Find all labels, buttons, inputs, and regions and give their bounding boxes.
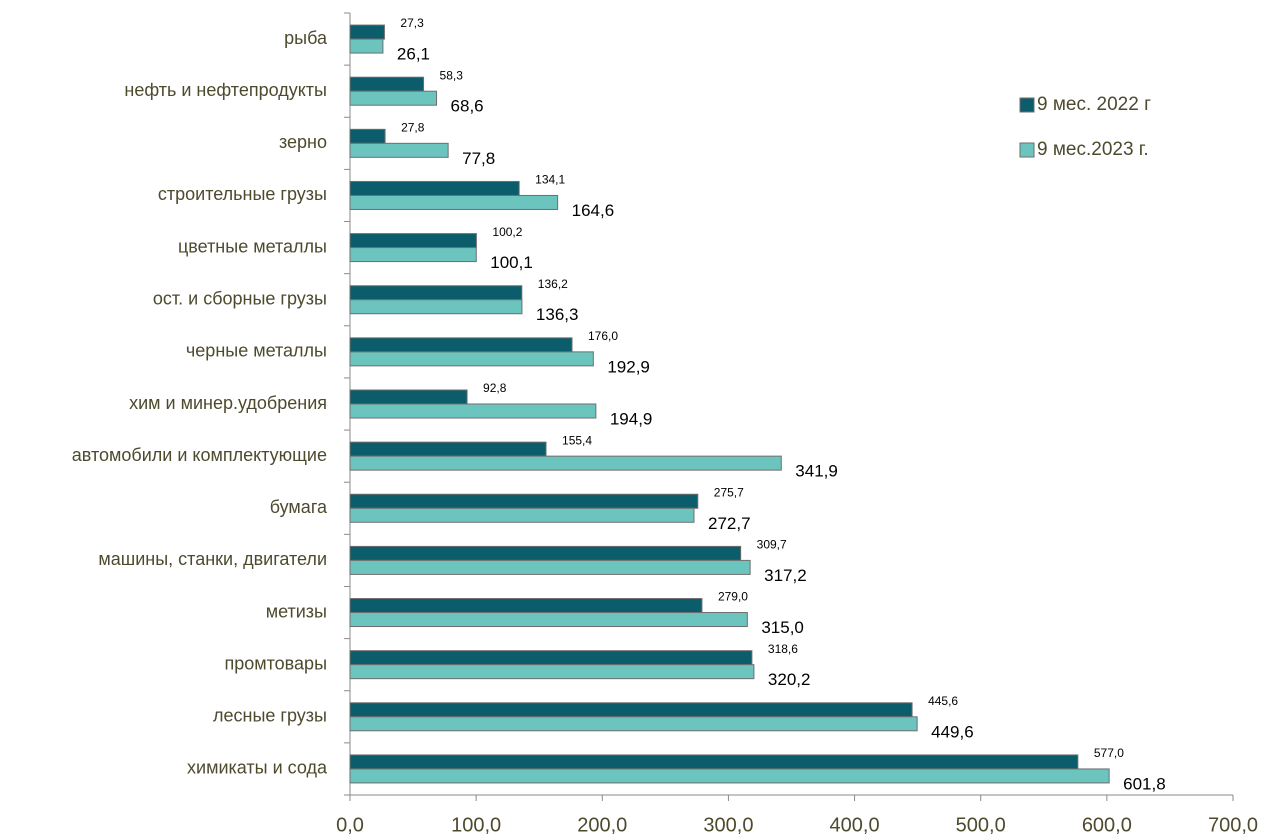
bar: [349, 441, 547, 457]
y-tick-label: ост. и сборные грузы: [153, 288, 327, 308]
value-label: 317,2: [764, 566, 807, 585]
x-tick-label: 100,0: [451, 814, 501, 836]
x-tick-label: 300,0: [703, 814, 753, 836]
x-tick-label: 600,0: [1082, 814, 1132, 836]
bar: [349, 128, 386, 144]
bar: [349, 38, 384, 54]
value-label: 449,6: [931, 722, 974, 741]
bar: [349, 559, 751, 575]
bar: [349, 389, 468, 405]
bar: [349, 247, 477, 263]
x-tick-label: 400,0: [830, 814, 880, 836]
bar: [349, 664, 755, 680]
bar: [349, 233, 477, 249]
legend-swatch: [1019, 97, 1035, 113]
value-label: 27,3: [400, 16, 424, 30]
value-label: 136,2: [538, 277, 568, 291]
y-tick-label: черные металлы: [186, 341, 327, 361]
bar: [349, 142, 449, 158]
bar: [349, 507, 695, 523]
y-tick-label: автомобили и комплектующие: [72, 445, 327, 465]
y-tick-label: метизы: [266, 601, 327, 621]
y-tick-label: лесные грузы: [213, 706, 327, 726]
value-label: 164,6: [572, 201, 615, 220]
x-tick-label: 0,0: [336, 814, 364, 836]
legend-swatch: [1019, 142, 1035, 158]
y-tick-label: хим и минер.удобрения: [129, 393, 327, 413]
value-label: 176,0: [588, 329, 618, 343]
y-tick-label: бумага: [270, 497, 328, 517]
x-tick-label: 700,0: [1208, 814, 1258, 836]
bar: [349, 351, 594, 367]
x-tick-label: 500,0: [956, 814, 1006, 836]
value-label: 92,8: [483, 381, 507, 395]
bar: [349, 455, 782, 471]
bar: [349, 545, 742, 561]
bar: [349, 716, 918, 732]
value-label: 309,7: [757, 538, 787, 552]
y-tick-label: цветные металлы: [178, 236, 327, 256]
y-tick-label: промтовары: [224, 653, 327, 673]
y-tick-label: строительные грузы: [158, 184, 327, 204]
legend-label: 9 мес.2023 г.: [1037, 139, 1149, 160]
value-label: 26,1: [397, 45, 430, 64]
bar: [349, 180, 520, 196]
value-label: 27,8: [401, 121, 425, 135]
y-tick-label: химикаты и сода: [187, 758, 328, 778]
bar: [349, 754, 1079, 770]
value-label: 445,6: [928, 694, 958, 708]
value-label: 272,7: [708, 514, 751, 533]
value-label: 279,0: [718, 590, 748, 604]
bar: [349, 285, 523, 301]
y-tick-label: нефть и нефтепродукты: [124, 80, 327, 100]
y-tick-label: зерно: [279, 132, 327, 152]
value-label: 134,1: [535, 173, 565, 187]
value-label: 58,3: [440, 68, 464, 82]
bar: [349, 194, 559, 210]
value-label: 192,9: [607, 357, 650, 376]
bar: [349, 650, 753, 666]
value-label: 100,2: [492, 225, 522, 239]
y-tick-label: рыба: [284, 28, 328, 48]
bar: [349, 403, 597, 419]
value-label: 77,8: [462, 149, 495, 168]
value-label: 341,9: [795, 462, 838, 481]
value-label: 100,1: [490, 253, 533, 272]
value-label: 315,0: [761, 618, 804, 637]
bar: [349, 702, 913, 718]
y-tick-label: машины, станки, двигатели: [98, 549, 327, 569]
bar: [349, 90, 438, 106]
bar: [349, 76, 425, 92]
value-label: 318,6: [768, 642, 798, 656]
bar: [349, 337, 573, 353]
value-label: 136,3: [536, 305, 579, 324]
x-tick-label: 200,0: [577, 814, 627, 836]
value-label: 194,9: [610, 409, 653, 428]
bar: [349, 768, 1110, 784]
legend-label: 9 мес. 2022 г: [1037, 94, 1151, 115]
value-label: 155,4: [562, 433, 592, 447]
bar: [349, 598, 703, 614]
bar: [349, 299, 523, 315]
value-label: 577,0: [1094, 746, 1124, 760]
value-label: 320,2: [768, 670, 811, 689]
bar: [349, 493, 699, 509]
value-label: 275,7: [714, 485, 744, 499]
bar: [349, 612, 748, 628]
value-label: 601,8: [1123, 774, 1166, 793]
bar: [349, 24, 385, 40]
value-label: 68,6: [451, 97, 484, 116]
